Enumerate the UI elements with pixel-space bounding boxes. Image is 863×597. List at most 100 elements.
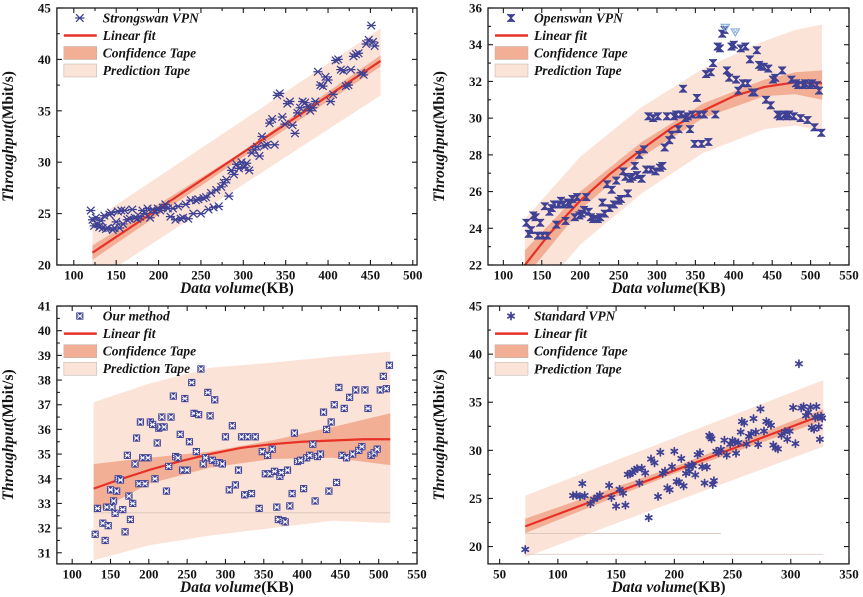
data-point-marker (668, 462, 676, 472)
data-point-marker (704, 137, 713, 147)
data-point-marker (720, 23, 731, 33)
data-point-marker (751, 427, 760, 437)
x-tick-label: 500 (801, 268, 821, 283)
data-point-marker (125, 214, 135, 223)
data-point-marker (570, 212, 580, 222)
data-point-marker (264, 451, 272, 459)
data-point-marker (662, 112, 672, 121)
data-point-marker (300, 485, 308, 493)
data-point-marker (800, 78, 810, 88)
data-point-marker (630, 161, 639, 171)
legend-label: Confidence Tape (534, 46, 628, 61)
data-point-marker (218, 460, 226, 468)
data-point-marker (325, 487, 333, 495)
y-tick-label: 35 (469, 395, 482, 410)
y-tick-label: 30 (469, 111, 482, 126)
data-point-marker (224, 191, 234, 201)
data-point-marker (366, 21, 376, 30)
axes: 100 150 200 250 300 350 400 450 500 550 31 32 33 34 35… (38, 299, 427, 582)
data-point-marker (287, 120, 298, 130)
data-point-marker (760, 426, 768, 436)
data-point-marker (346, 65, 356, 74)
data-point-marker (777, 66, 787, 75)
data-point-marker (561, 216, 570, 226)
legend-label: Standard VPN (534, 309, 617, 324)
data-point-marker (346, 393, 354, 401)
y-tick-label: 37 (38, 397, 51, 412)
data-point-marker (326, 97, 336, 106)
y-tick-label: 30 (469, 443, 482, 458)
data-point-marker (595, 490, 604, 500)
subplot-standard-vpn-cell: 50 100 150 200 250 300 350 20 25 30 35 40 45 Data vol… (431, 298, 863, 597)
data-point-marker (701, 69, 711, 79)
data-point-marker (332, 478, 341, 487)
data-point-marker (775, 112, 785, 121)
data-point-marker (211, 396, 219, 404)
data-point-marker (579, 205, 589, 215)
scatter-points (86, 21, 380, 235)
data-point-marker (309, 440, 317, 448)
data-point-marker (195, 410, 203, 419)
plot-strongswan-vpn: 100 150 200 250 300 350 400 450 500 20 25 30 35 40 45 D… (0, 0, 423, 297)
data-point-marker (609, 200, 619, 209)
legend: Strongswan VPN Linear fit Confidence Tape P… (63, 10, 200, 78)
y-tick-label: 26 (469, 184, 483, 199)
data-point-marker (169, 392, 177, 400)
data-point-marker (149, 420, 157, 429)
data-point-marker (303, 102, 313, 111)
data-point-marker (99, 519, 107, 527)
data-point-marker (715, 44, 725, 53)
subplot-our-method-cell: 100 150 200 250 300 350 400 450 500 550 31 32 33 34 35… (0, 298, 431, 597)
data-point-marker (106, 208, 116, 217)
x-tick-label: 300 (216, 566, 235, 581)
data-point-marker (679, 481, 688, 491)
x-tick-label: 250 (177, 566, 196, 581)
data-point-marker (818, 413, 827, 423)
legend-band-swatch (63, 46, 98, 60)
x-tick-label: 300 (781, 566, 801, 581)
data-point-marker (783, 434, 792, 444)
data-point-marker (153, 439, 161, 447)
data-point-marker (165, 462, 173, 471)
data-point-marker (370, 41, 380, 51)
data-point-marker (677, 454, 686, 463)
data-point-marker (747, 429, 756, 438)
data-point-marker (258, 448, 266, 456)
legend-label: Openswan VPN (534, 11, 624, 26)
plot-area (521, 359, 827, 558)
data-point-marker (247, 489, 256, 498)
data-point-marker (692, 93, 702, 103)
data-point-marker (178, 213, 188, 222)
data-point-marker (181, 200, 191, 209)
data-point-marker (268, 445, 276, 453)
data-point-marker (521, 544, 530, 554)
x-tick-label: 350 (276, 267, 295, 282)
legend-band-swatch (494, 63, 529, 78)
legend-label: Linear fit (102, 28, 157, 43)
data-point-marker (201, 454, 210, 462)
data-point-marker (176, 430, 184, 438)
legend-label: Our method (103, 309, 170, 324)
data-point-marker (231, 481, 240, 489)
data-point-marker (641, 468, 650, 478)
data-point-marker (199, 460, 207, 468)
data-point-marker (216, 182, 226, 192)
data-point-marker (237, 157, 247, 167)
data-point-marker (650, 458, 659, 468)
data-point-marker (814, 422, 823, 432)
data-point-marker (607, 493, 616, 502)
y-tick-label: 25 (38, 206, 51, 221)
data-point-marker (267, 114, 277, 124)
data-point-marker (675, 477, 683, 487)
data-point-marker (711, 110, 720, 119)
data-point-marker (623, 189, 633, 198)
data-point-marker (140, 209, 150, 218)
x-tick-label: 100 (494, 268, 514, 283)
y-tick-label: 38 (38, 373, 51, 388)
fit-line (524, 413, 824, 528)
data-point-marker (796, 113, 805, 123)
x-tick-label: 50 (493, 566, 506, 581)
data-point-marker (653, 112, 663, 121)
data-point-marker (262, 140, 272, 149)
